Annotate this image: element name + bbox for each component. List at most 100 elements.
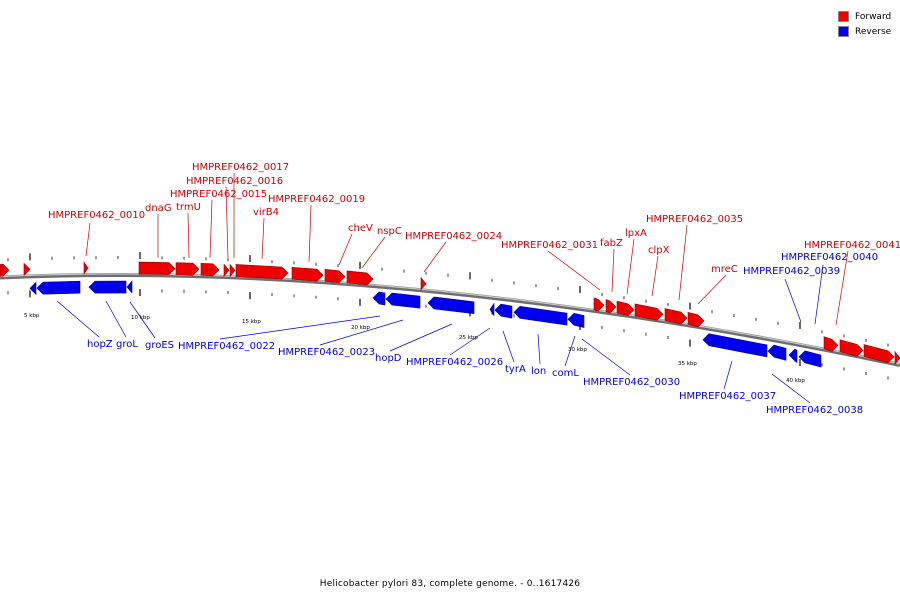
gene-label[interactable]: trmU xyxy=(176,202,201,213)
label-leader-line xyxy=(308,204,312,263)
gene-label[interactable]: groL xyxy=(116,339,138,350)
forward-gene-arrow[interactable] xyxy=(175,262,200,276)
tick-label-15kbp: 15 kbp xyxy=(242,319,261,325)
reverse-gene-arrow[interactable] xyxy=(567,312,585,328)
gene-label[interactable]: HMPREF0462_0010 xyxy=(48,210,145,221)
gene-label[interactable]: groES xyxy=(145,340,174,351)
gene-label[interactable]: HMPREF0462_0019 xyxy=(268,194,365,205)
tick-label-5kbp: 5 kbp xyxy=(24,313,40,319)
gene-label[interactable]: HMPREF0462_0023 xyxy=(278,347,375,358)
reverse-gene-arrow[interactable] xyxy=(126,280,133,294)
label-leader-line xyxy=(581,338,631,376)
label-leader-line xyxy=(564,335,576,367)
gene-label[interactable]: comL xyxy=(552,368,579,379)
forward-gene-arrow[interactable] xyxy=(894,350,900,365)
gene-label[interactable]: lon xyxy=(531,366,546,377)
label-leader-line xyxy=(338,233,353,266)
gene-label[interactable]: mreC xyxy=(711,264,738,275)
gene-label[interactable]: HMPREF0462_0026 xyxy=(406,357,503,368)
label-leader-line xyxy=(835,250,849,326)
forward-gene-arrow[interactable] xyxy=(83,261,89,275)
gene-label[interactable]: virB4 xyxy=(253,207,279,218)
tick-label-20kbp: 20 kbp xyxy=(351,325,370,331)
forward-gene-arrow[interactable] xyxy=(634,303,664,321)
label-leader-line xyxy=(814,264,824,325)
forward-gene-arrow[interactable] xyxy=(605,299,617,314)
reverse-gene-arrow[interactable] xyxy=(88,280,127,294)
gene-label[interactable]: clpX xyxy=(648,245,670,256)
reverse-gene-arrow[interactable] xyxy=(36,280,81,295)
reverse-gene-arrow[interactable] xyxy=(513,306,568,326)
reverse-gene-arrow[interactable] xyxy=(489,302,495,316)
legend-item-forward[interactable]: Forward xyxy=(838,9,891,24)
label-leader-line xyxy=(537,333,541,365)
gene-label[interactable]: HMPREF0462_0015 xyxy=(170,189,267,200)
label-leader-line xyxy=(389,323,453,352)
forward-gene-arrow[interactable] xyxy=(138,261,176,275)
gene-label[interactable]: HMPREF0462_0037 xyxy=(679,391,776,402)
forward-gene-arrow[interactable] xyxy=(420,277,427,291)
gene-label[interactable]: tyrA xyxy=(505,364,526,375)
forward-gene-arrow[interactable] xyxy=(223,264,230,278)
label-leader-line xyxy=(771,373,811,404)
gene-label[interactable]: HMPREF0462_0030 xyxy=(583,377,680,388)
forward-gene-arrow[interactable] xyxy=(863,344,895,364)
reverse-gene-arrow[interactable] xyxy=(427,296,475,315)
tick-label-10kbp: 10 kbp xyxy=(131,315,150,321)
gene-label[interactable]: HMPREF0462_0040 xyxy=(781,252,878,263)
reverse-gene-arrow[interactable] xyxy=(798,350,822,368)
label-leader-line xyxy=(56,300,100,338)
label-leader-line xyxy=(626,238,635,295)
forward-gene-arrow[interactable] xyxy=(235,264,289,280)
label-leader-line xyxy=(105,300,127,338)
forward-gene-arrow[interactable] xyxy=(23,262,31,276)
reverse-gene-arrow[interactable] xyxy=(29,282,37,296)
legend-item-reverse[interactable]: Reverse xyxy=(838,24,891,39)
reverse-gene-arrow[interactable] xyxy=(494,303,513,319)
gene-label[interactable]: HMPREF0462_0039 xyxy=(743,266,840,277)
forward-gene-arrow[interactable] xyxy=(839,339,864,357)
forward-gene-arrow[interactable] xyxy=(687,311,705,328)
forward-gene-arrow[interactable] xyxy=(346,270,374,286)
gene-label[interactable]: HMPREF0462_0024 xyxy=(405,231,502,242)
label-leader-line xyxy=(449,327,491,356)
gene-label[interactable]: HMPREF0462_0017 xyxy=(192,162,289,173)
legend-label-reverse: Reverse xyxy=(855,26,892,37)
forward-gene-arrow[interactable] xyxy=(616,300,635,317)
reverse-gene-arrow[interactable] xyxy=(372,291,386,306)
gene-label[interactable]: nspC xyxy=(377,226,402,237)
reverse-gene-arrow[interactable] xyxy=(385,292,421,309)
label-leader-line xyxy=(697,274,727,305)
forward-gene-arrow[interactable] xyxy=(664,308,688,325)
forward-gene-arrow[interactable] xyxy=(823,336,839,352)
forward-gene-arrow[interactable] xyxy=(593,297,605,312)
label-leader-line xyxy=(219,315,381,340)
forward-gene-arrow[interactable] xyxy=(200,262,220,277)
tick-label-40kbp: 40 kbp xyxy=(786,378,805,384)
label-leader-line xyxy=(319,319,404,346)
reverse-gene-arrow[interactable] xyxy=(702,333,768,358)
forward-gene-arrow[interactable] xyxy=(324,268,346,284)
gene-label[interactable]: lpxA xyxy=(625,228,647,239)
gene-label[interactable]: HMPREF0462_0016 xyxy=(186,176,283,187)
gene-label[interactable]: HMPREF0462_0035 xyxy=(646,214,743,225)
forward-gene-arrow[interactable] xyxy=(0,263,10,277)
forward-gene-arrow[interactable] xyxy=(291,266,324,282)
forward-gene-arrow[interactable] xyxy=(229,264,236,278)
gene-label[interactable]: HMPREF0462_0038 xyxy=(766,405,863,416)
gene-label[interactable]: HMPREF0462_0031 xyxy=(501,240,598,251)
forward-swatch xyxy=(838,11,849,22)
gene-label[interactable]: HMPREF0462_0022 xyxy=(178,341,275,352)
label-leader-line xyxy=(611,248,615,293)
gene-label[interactable]: HMPREF0462_0041 xyxy=(804,240,900,251)
label-leader-line xyxy=(225,186,229,259)
reverse-gene-arrow[interactable] xyxy=(788,348,798,364)
gene-label[interactable]: fabZ xyxy=(600,238,623,249)
gene-label[interactable]: hopZ xyxy=(87,339,113,350)
gene-label[interactable]: hopD xyxy=(375,353,402,364)
gene-label[interactable]: dnaG xyxy=(145,203,172,214)
reverse-gene-arrow[interactable] xyxy=(767,344,787,361)
label-leader-line xyxy=(502,330,515,363)
gene-label[interactable]: cheV xyxy=(348,223,373,234)
